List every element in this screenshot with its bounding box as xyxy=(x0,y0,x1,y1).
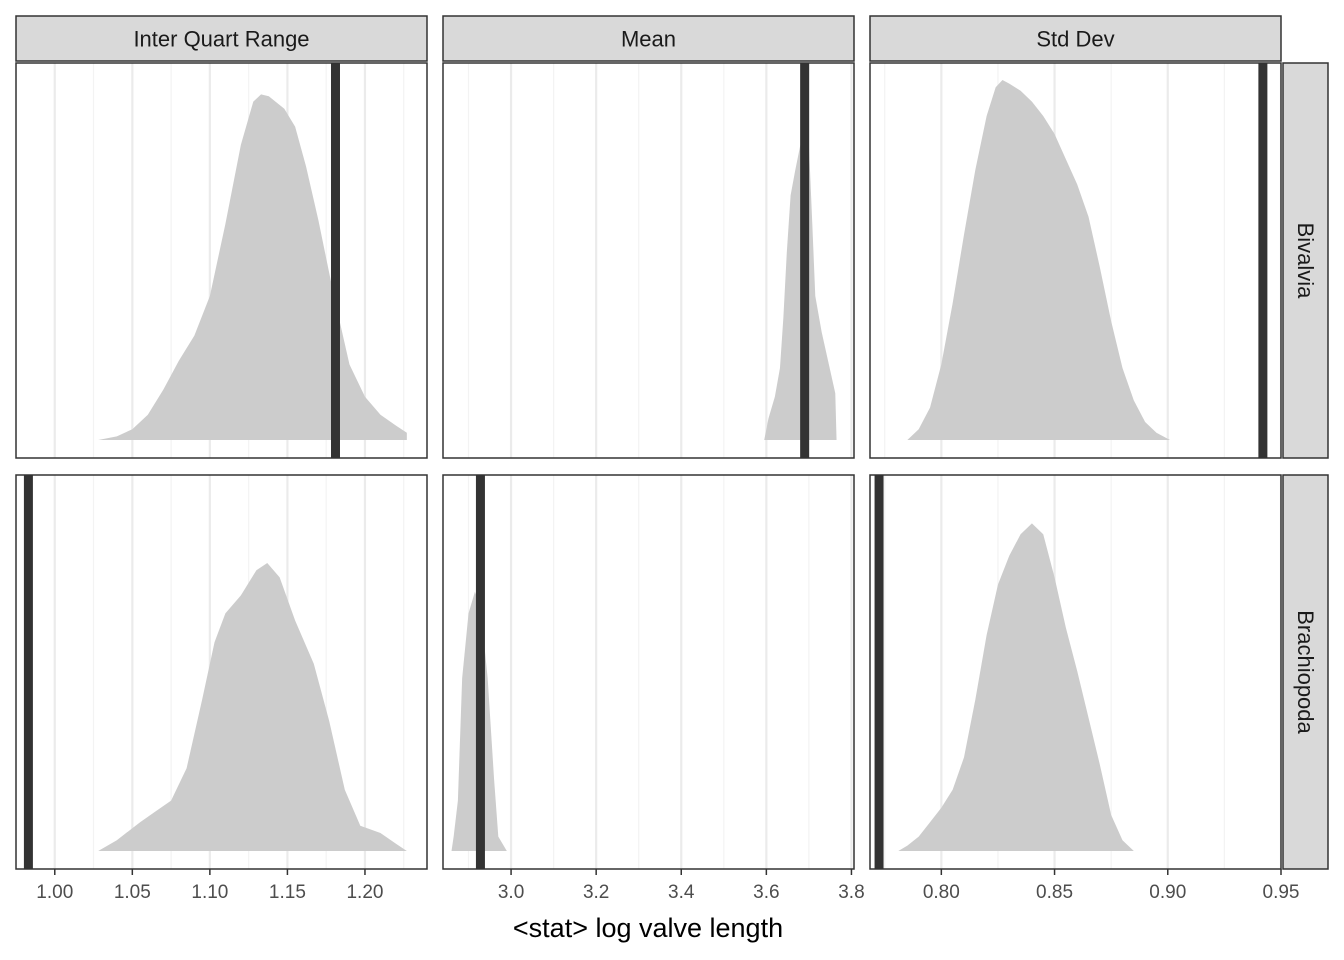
density-area xyxy=(98,563,407,851)
panel-plot-area xyxy=(16,63,407,458)
x-tick-label: 1.05 xyxy=(114,882,151,903)
x-tick-label: 1.15 xyxy=(269,882,306,903)
x-tick-label: 1.00 xyxy=(36,882,73,903)
panel-background xyxy=(443,475,854,869)
density-area xyxy=(98,94,407,441)
panel-inter-quart-range-bivalvia xyxy=(15,62,428,459)
x-axis-std-dev: 0.80 0.85 0.90 0.95 xyxy=(923,869,1300,903)
panel-border xyxy=(442,474,855,870)
x-tick-label: 0.90 xyxy=(1149,882,1186,903)
x-axis-inter-quart-range: 1.00 1.05 1.10 1.15 1.20 xyxy=(36,869,383,903)
panel-border xyxy=(869,474,1282,870)
x-tick-label: 3.4 xyxy=(668,882,695,903)
panel-plot-area xyxy=(16,475,407,869)
x-tick-label: 3.2 xyxy=(583,882,609,903)
panel-inter-quart-range-brachiopoda xyxy=(15,474,428,870)
strip-label-brachiopoda: Brachiopoda xyxy=(1293,610,1318,734)
strip-brachiopoda xyxy=(1282,474,1329,870)
panel-mean-brachiopoda xyxy=(442,474,855,870)
strip-inter-quart-range xyxy=(15,15,428,62)
x-tick-label: 0.95 xyxy=(1263,882,1300,903)
x-tick-label: 3.0 xyxy=(498,882,524,903)
axis-layer: 1.00 1.05 1.10 1.15 1.20 3.0 3.2 3.4 3.6 3.8 0.80 0… xyxy=(36,869,1299,903)
panel-plot-area xyxy=(467,63,853,458)
x-tick-label: 0.85 xyxy=(1036,882,1073,903)
panel-plot-area xyxy=(884,63,1281,458)
strip-label-bivalvia: Bivalvia xyxy=(1293,223,1318,300)
panel-std-dev-brachiopoda xyxy=(869,474,1282,870)
x-tick-label: 0.80 xyxy=(923,882,960,903)
strip-layer: Inter Quart Range Mean Std Dev Bivalvia Brac… xyxy=(15,15,1329,870)
x-tick-label: 1.20 xyxy=(346,882,383,903)
x-tick-label: 3.8 xyxy=(838,882,864,903)
strip-label-inter-quart-range: Inter Quart Range xyxy=(133,27,309,52)
strip-bivalvia xyxy=(1282,62,1329,459)
strip-label-mean: Mean xyxy=(621,27,676,52)
panel-mean-bivalvia xyxy=(442,62,855,459)
strip-label-std-dev: Std Dev xyxy=(1036,27,1114,52)
panel-plot-area xyxy=(451,475,853,869)
strip-mean xyxy=(442,15,855,62)
panel-layer xyxy=(15,62,1282,870)
panel-border xyxy=(15,474,428,870)
panel-std-dev-bivalvia xyxy=(869,62,1282,459)
panel-border xyxy=(15,62,428,459)
density-area xyxy=(907,80,1171,440)
x-axis-title: <stat> log valve length xyxy=(513,913,783,943)
x-axis-mean: 3.0 3.2 3.4 3.6 3.8 xyxy=(498,869,865,903)
x-tick-label: 3.6 xyxy=(753,882,779,903)
x-tick-label: 1.10 xyxy=(191,882,228,903)
strip-std-dev xyxy=(869,15,1282,62)
density-area xyxy=(898,523,1134,851)
panel-border xyxy=(869,62,1282,459)
panel-border xyxy=(442,62,855,459)
panel-plot-area xyxy=(874,475,1281,869)
